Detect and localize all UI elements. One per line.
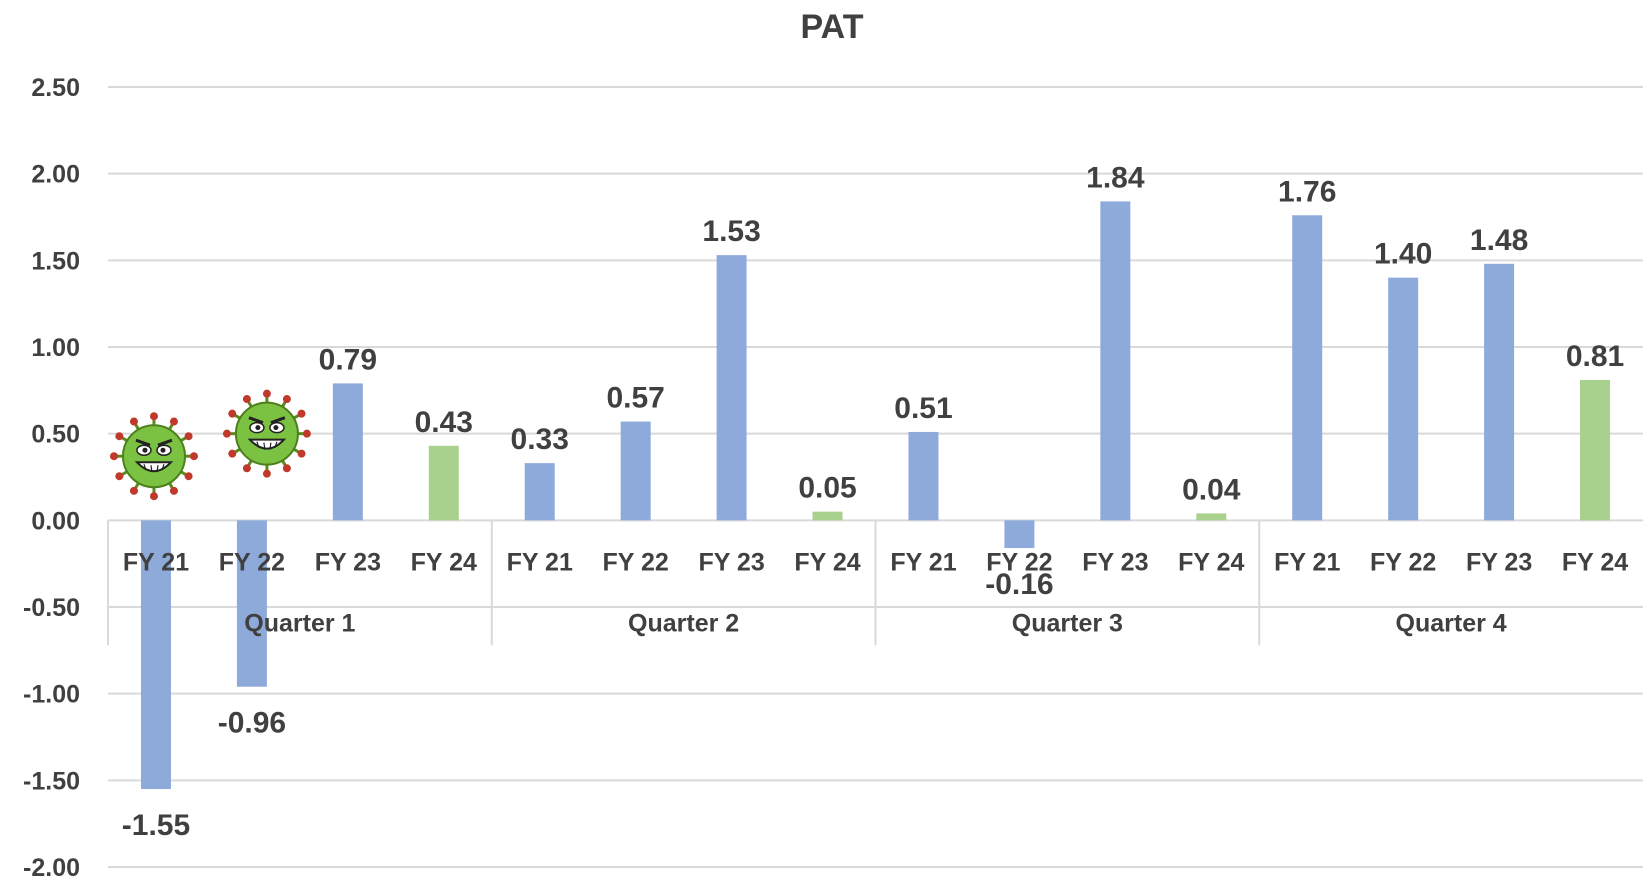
data-label: -1.55 <box>122 809 190 842</box>
bar <box>1196 513 1226 520</box>
virus-spike-tip <box>263 390 271 398</box>
y-tick-label: 1.00 <box>31 334 80 362</box>
data-label: 1.53 <box>702 215 760 248</box>
virus-spike-tip <box>185 472 193 480</box>
data-label: 1.40 <box>1374 238 1432 271</box>
x-tick-label: FY 21 <box>507 548 573 576</box>
virus-spike-tip <box>190 452 198 460</box>
bar <box>908 432 938 520</box>
virus-spike-tip <box>130 487 138 495</box>
virus-spike-tip <box>115 472 123 480</box>
bar <box>1580 380 1610 520</box>
data-label: 0.81 <box>1566 340 1624 373</box>
x-tick-label: FY 22 <box>603 548 669 576</box>
bar <box>525 463 555 520</box>
virus-spike-tip <box>263 470 271 478</box>
group-label: Quarter 4 <box>1396 609 1507 637</box>
virus-spike-tip <box>283 395 291 403</box>
virus-pupil <box>273 425 278 430</box>
y-tick-label: 0.00 <box>31 507 80 535</box>
virus-spike-tip <box>243 464 251 472</box>
x-tick-label: FY 23 <box>1466 548 1532 576</box>
virus-spike-tip <box>185 432 193 440</box>
data-label: 1.84 <box>1086 161 1145 194</box>
y-tick-label: 0.50 <box>31 421 80 449</box>
y-tick-label: 2.50 <box>31 74 80 102</box>
bar <box>333 383 363 520</box>
virus-pupil <box>142 448 147 453</box>
virus-icon <box>223 390 311 478</box>
virus-spike-tip <box>150 412 158 420</box>
virus-spike-tip <box>298 450 306 458</box>
virus-pupil <box>255 425 260 430</box>
data-label: 0.04 <box>1182 473 1241 506</box>
virus-spike-tip <box>228 450 236 458</box>
group-label: Quarter 3 <box>1012 609 1123 637</box>
virus-spike-tip <box>283 464 291 472</box>
bar <box>429 446 459 521</box>
y-tick-label: 1.50 <box>31 247 80 275</box>
virus-spike-tip <box>130 418 138 426</box>
virus-spike-tip <box>170 487 178 495</box>
x-tick-label: FY 21 <box>1274 548 1340 576</box>
x-tick-label: FY 24 <box>1562 548 1628 576</box>
bar <box>621 422 651 521</box>
x-tick-label: FY 23 <box>1082 548 1148 576</box>
group-label: Quarter 2 <box>628 609 739 637</box>
data-label: 0.57 <box>606 382 664 415</box>
x-tick-label: FY 21 <box>890 548 956 576</box>
bar <box>1292 215 1322 520</box>
x-tick-label: FY 24 <box>1178 548 1244 576</box>
x-tick-label: FY 23 <box>315 548 381 576</box>
bar <box>1004 520 1034 548</box>
x-tick-label: FY 21 <box>123 548 189 576</box>
group-label: Quarter 1 <box>244 609 355 637</box>
data-label: 0.43 <box>415 406 473 439</box>
data-label: 0.51 <box>894 392 952 425</box>
virus-body <box>236 403 298 465</box>
x-tick-label: FY 24 <box>794 548 860 576</box>
virus-spike-tip <box>170 418 178 426</box>
data-label: 0.05 <box>798 472 856 505</box>
x-tick-label: FY 22 <box>1370 548 1436 576</box>
bar <box>1484 264 1514 521</box>
y-tick-label: -2.00 <box>23 854 80 882</box>
data-label: 1.48 <box>1470 224 1528 257</box>
virus-spike-tip <box>243 395 251 403</box>
data-label: 0.33 <box>511 423 569 456</box>
virus-spike-tip <box>150 492 158 500</box>
virus-spike-tip <box>298 410 306 418</box>
y-tick-label: 2.00 <box>31 161 80 189</box>
data-label: 1.76 <box>1278 175 1336 208</box>
virus-spike-tip <box>223 430 231 438</box>
y-tick-label: -0.50 <box>23 594 80 622</box>
virus-spike-tip <box>115 432 123 440</box>
x-tick-label: FY 24 <box>411 548 477 576</box>
x-tick-label: FY 22 <box>219 548 285 576</box>
virus-body <box>123 425 185 487</box>
virus-spike-tip <box>110 452 118 460</box>
virus-spike-tip <box>303 430 311 438</box>
data-label: -0.16 <box>985 568 1053 601</box>
y-tick-label: -1.50 <box>23 767 80 795</box>
y-tick-label: -1.00 <box>23 681 80 709</box>
bar <box>717 255 747 520</box>
virus-icon <box>110 412 198 500</box>
chart-title: PAT <box>801 8 864 46</box>
virus-spike-tip <box>228 410 236 418</box>
data-label: -0.96 <box>218 707 286 740</box>
bar <box>1100 201 1130 520</box>
bar <box>813 512 843 521</box>
bar <box>237 520 267 686</box>
virus-pupil <box>160 448 165 453</box>
data-label: 0.79 <box>319 343 377 376</box>
x-tick-label: FY 23 <box>698 548 764 576</box>
bar <box>1388 278 1418 521</box>
